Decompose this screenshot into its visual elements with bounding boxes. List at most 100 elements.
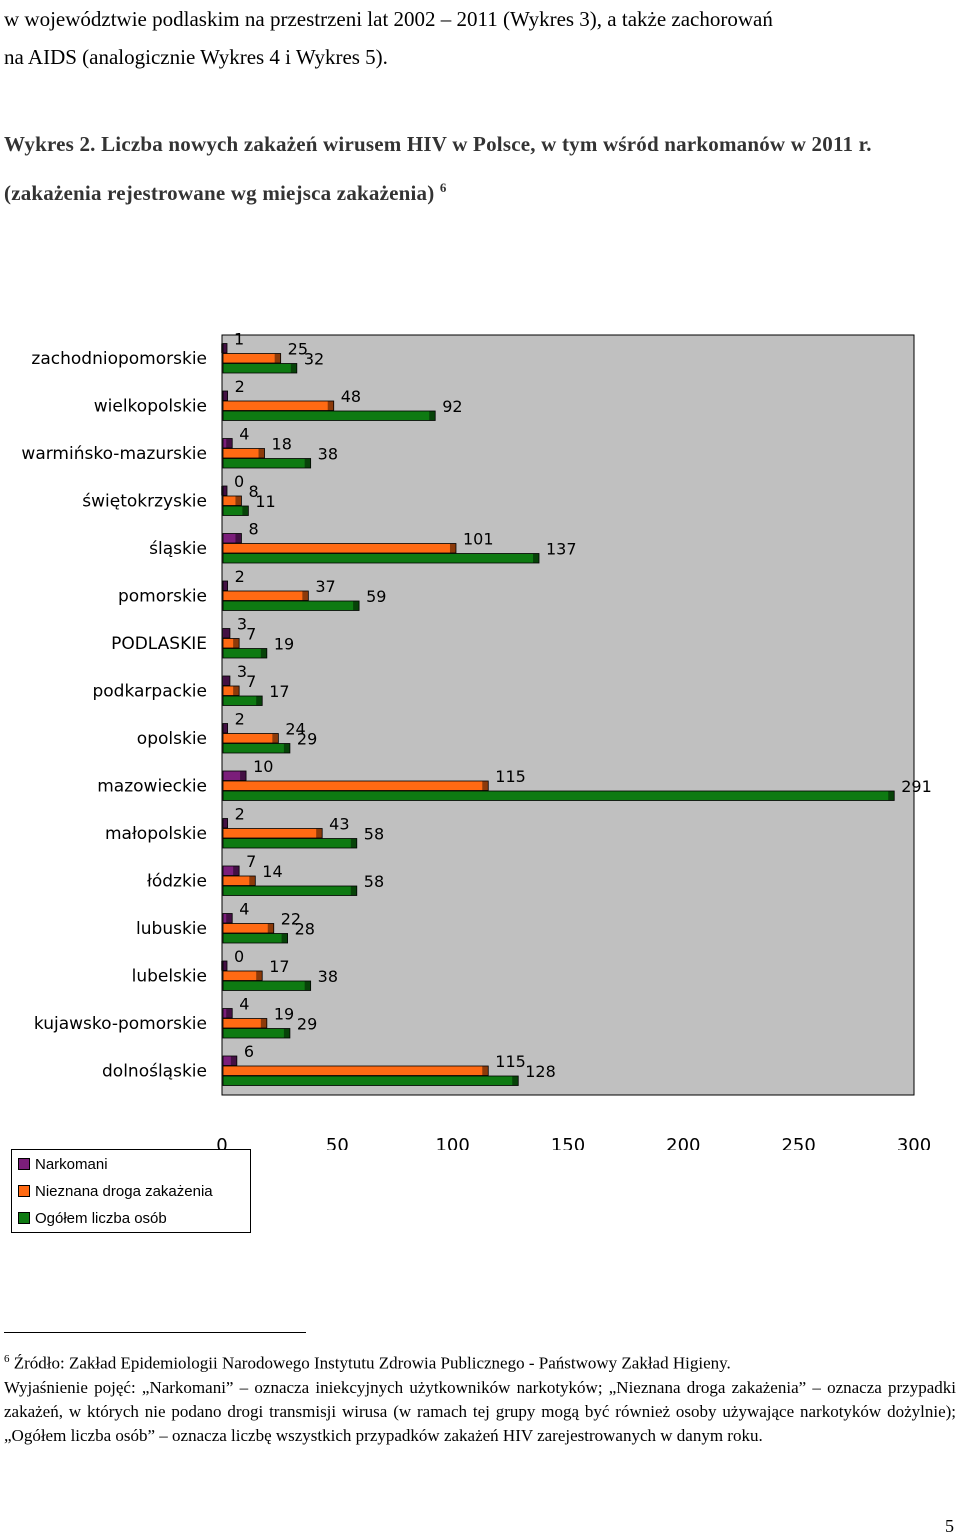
x-tick-label: 250 [781, 1135, 815, 1150]
legend-item-ogolem: Ogółem liczba osób [18, 1208, 167, 1228]
data-label: 2 [235, 804, 245, 823]
bar-narkomani [222, 438, 233, 449]
data-label: 14 [262, 862, 282, 881]
bar-nieznana [222, 638, 240, 649]
data-label: 59 [366, 587, 386, 606]
data-label: 2 [235, 709, 245, 728]
bar-end-cap [233, 866, 240, 876]
bar-nieznana [222, 1065, 489, 1076]
bar-end-cap [230, 1056, 237, 1066]
bar-narkomani [222, 485, 228, 496]
bar-end-cap [249, 876, 256, 886]
bar-end-cap [235, 533, 242, 543]
data-label: 92 [442, 397, 462, 416]
footnote-explanation: Wyjaśnienie pojęć: „Narkomani” – oznacza… [4, 1377, 956, 1445]
bar-narkomani [222, 913, 233, 924]
bar-nieznana [222, 970, 263, 981]
bar-end-cap [327, 401, 334, 411]
bar-ogolem [222, 743, 291, 754]
data-label: 0 [234, 947, 244, 966]
bar-end-cap [533, 553, 540, 563]
bar-ogolem [222, 980, 312, 991]
bar-ogolem [222, 838, 358, 849]
legend-label: Narkomani [35, 1155, 108, 1173]
bar-ogolem [222, 885, 358, 896]
data-label: 3 [237, 662, 247, 681]
page-number: 5 [945, 1516, 954, 1536]
legend-item-nieznana: Nieznana droga zakażenia [18, 1181, 213, 1201]
bar-end-cap [290, 363, 297, 373]
bar-end-cap [260, 1018, 267, 1028]
x-tick-label: 0 [216, 1135, 227, 1150]
bar-end-cap [272, 733, 279, 743]
bar-end-cap [482, 781, 489, 791]
bar-end-cap [353, 601, 360, 611]
bar-nieznana [222, 685, 240, 696]
bar-narkomani [222, 675, 231, 686]
category-label: warmińsko-mazurskie [21, 444, 207, 464]
bar-narkomani [222, 533, 242, 544]
category-label: łódzkie [147, 871, 207, 891]
bar-narkomani [222, 960, 228, 971]
legend-swatch-ogolem [18, 1212, 30, 1224]
bar-end-cap [240, 771, 247, 781]
bar-end-cap [221, 343, 227, 353]
bar-end-cap [221, 723, 228, 733]
caption-footnote-mark: 6 [439, 180, 447, 195]
data-label: 28 [295, 919, 315, 938]
data-label: 29 [297, 1014, 317, 1033]
x-tick-label: 300 [897, 1135, 931, 1150]
bar-end-cap [223, 676, 230, 686]
category-label: śląskie [149, 539, 207, 559]
data-label: 19 [274, 1004, 294, 1023]
data-label: 1 [234, 329, 244, 348]
bar-end-cap [258, 448, 265, 458]
data-label: 17 [269, 682, 289, 701]
bar-nieznana [222, 353, 282, 364]
bar-end-cap [350, 838, 357, 848]
bar-end-cap [260, 648, 267, 658]
bar-narkomani [222, 865, 240, 876]
data-label: 3 [237, 614, 247, 633]
bar-ogolem [222, 410, 436, 421]
data-label: 22 [281, 909, 301, 928]
bar-end-cap [888, 791, 895, 801]
data-label: 11 [255, 492, 275, 511]
data-label: 4 [239, 994, 249, 1013]
category-label: wielkopolskie [94, 396, 207, 416]
data-label: 8 [248, 519, 258, 538]
data-label: 17 [269, 957, 289, 976]
data-label: 7 [246, 672, 256, 691]
bar-ogolem [222, 363, 298, 374]
bar-end-cap [482, 1066, 489, 1076]
data-label: 115 [495, 767, 526, 786]
chart-caption: Wykres 2. Liczba nowych zakażeń wirusem … [4, 122, 956, 215]
bar-ogolem [222, 790, 895, 801]
intro-line-2: na AIDS (analogicznie Wykres 4 i Wykres … [4, 45, 388, 69]
data-label: 29 [297, 729, 317, 748]
data-label: 115 [495, 1052, 526, 1071]
data-label: 4 [239, 899, 249, 918]
bar-end-cap [226, 438, 233, 448]
bar-narkomani [222, 390, 229, 401]
bar-nieznana [222, 543, 457, 554]
data-label: 128 [525, 1062, 556, 1081]
data-label: 48 [341, 387, 361, 406]
bar-nieznana [222, 780, 489, 791]
category-label: świętokrzyskie [82, 491, 207, 511]
category-label: PODLASKIE [111, 634, 207, 654]
bar-end-cap [274, 353, 281, 363]
intro-line-1: w województwie podlaskim na przestrzeni … [4, 7, 773, 31]
bar-ogolem [222, 1075, 519, 1086]
data-label: 19 [274, 634, 294, 653]
data-label: 38 [318, 444, 338, 463]
bar-end-cap [221, 818, 228, 828]
x-tick-label: 100 [435, 1135, 469, 1150]
data-label: 37 [315, 577, 335, 596]
bar-end-cap [281, 933, 288, 943]
category-label: podkarpackie [92, 681, 207, 701]
bar-ogolem [222, 553, 540, 564]
data-label: 7 [246, 852, 256, 871]
data-label: 7 [246, 624, 256, 643]
bar-nieznana [222, 828, 323, 839]
